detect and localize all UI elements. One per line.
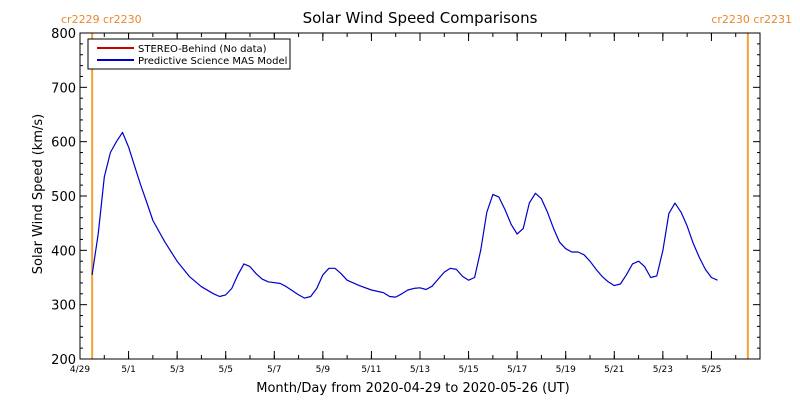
x-tick-label: 5/3 <box>170 365 184 375</box>
y-tick-label: 800 <box>51 27 76 42</box>
x-tick-label: 5/25 <box>701 365 721 375</box>
x-axis-ticks: 4/29 5/1 5/3 5/5 5/7 5/9 5/11 5/13 5/15 5/17 5/19 5… <box>70 33 761 375</box>
legend-label-stereo: STEREO-Behind (No data) <box>138 44 267 55</box>
x-tick-label: 5/9 <box>316 365 331 375</box>
legend-label-mas-model: Predictive Science MAS Model <box>138 56 287 67</box>
x-tick-label: 5/1 <box>121 365 135 375</box>
x-tick-label: 5/5 <box>218 365 232 375</box>
carrington-marker-label: cr2230 cr2231 <box>711 13 792 26</box>
x-tick-label: 5/23 <box>653 365 673 375</box>
series-lines <box>91 131 718 299</box>
x-axis-label: Month/Day from 2020-04-29 to 2020-05-26 … <box>256 381 569 396</box>
carrington-markers: cr2229 cr2230 cr2230 cr2231 <box>61 13 792 359</box>
y-tick-label: 400 <box>51 244 76 259</box>
x-tick-label: 5/15 <box>458 365 478 375</box>
chart-title: Solar Wind Speed Comparisons <box>303 9 538 27</box>
series-line-mas-model <box>91 131 718 299</box>
legend-box <box>87 38 291 70</box>
x-tick-label: 5/21 <box>604 365 624 375</box>
y-tick-label: 200 <box>51 353 76 368</box>
x-tick-label: 5/13 <box>410 365 430 375</box>
x-tick-label: 5/7 <box>267 365 281 375</box>
y-axis-label: Solar Wind Speed (km/s) <box>31 114 46 274</box>
x-tick-label: 5/17 <box>507 365 527 375</box>
y-tick-label: 300 <box>51 299 76 314</box>
y-tick-label: 700 <box>51 81 76 96</box>
x-tick-label: 5/19 <box>556 365 576 375</box>
y-axis-ticks: 200 300 400 500 600 700 800 <box>51 27 760 368</box>
x-tick-label: 5/11 <box>361 365 381 375</box>
plot-frame <box>79 32 761 360</box>
legend: STEREO-Behind (No data) Predictive Scien… <box>87 38 291 70</box>
y-tick-label: 500 <box>51 190 76 205</box>
x-tick-label: 4/29 <box>70 365 90 375</box>
y-tick-label: 600 <box>51 136 76 151</box>
carrington-marker-label: cr2229 cr2230 <box>61 13 142 26</box>
